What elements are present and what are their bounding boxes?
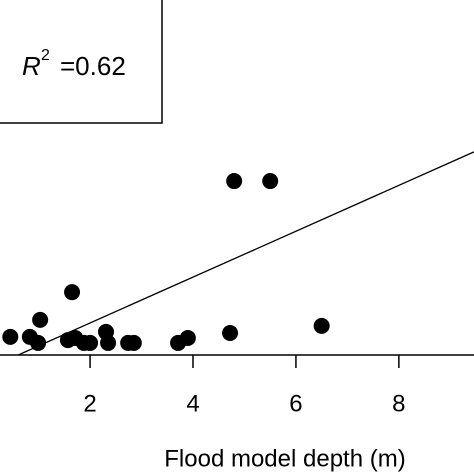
point <box>64 284 81 301</box>
point <box>32 311 49 328</box>
x-axis-label: Flood model depth (m) <box>164 445 405 472</box>
x-tick-label: 8 <box>392 390 405 417</box>
x-tick-label: 4 <box>186 390 199 417</box>
point <box>226 173 243 190</box>
annotation-box <box>0 0 163 124</box>
x-tick-label: 6 <box>289 390 302 417</box>
annotation-superscript: 2 <box>41 47 50 64</box>
point <box>262 173 279 190</box>
point <box>2 328 19 345</box>
point <box>30 334 47 351</box>
point <box>222 324 239 341</box>
point <box>100 334 117 351</box>
point <box>82 334 99 351</box>
x-tick-label: 2 <box>83 390 96 417</box>
point <box>125 334 142 351</box>
point <box>313 317 330 334</box>
trend-line <box>17 151 474 356</box>
annotation-symbol: R <box>22 51 41 81</box>
annotation-text: =0.62 <box>60 51 126 81</box>
point <box>179 329 196 346</box>
